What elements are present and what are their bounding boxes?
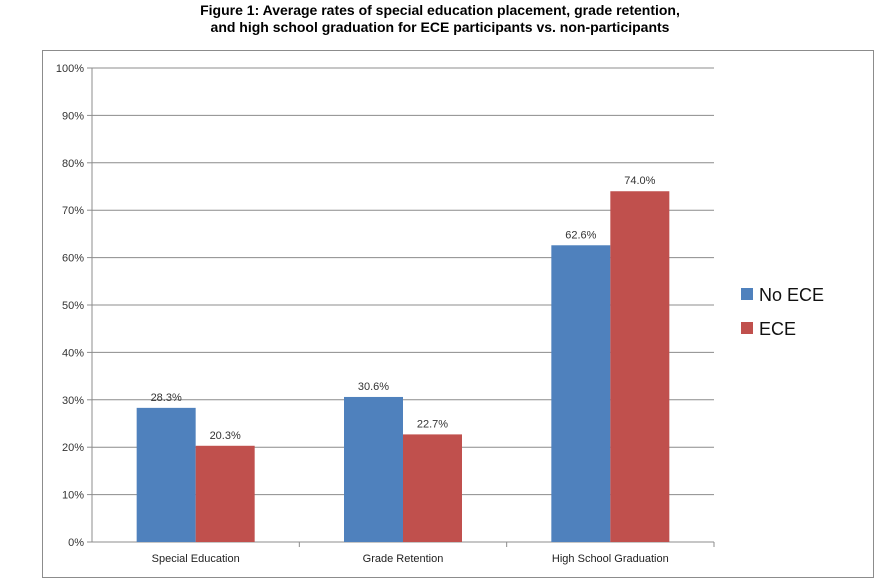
y-tick-label: 100%: [56, 63, 84, 75]
y-tick-label: 40%: [62, 347, 84, 359]
chart-title: Figure 1: Average rates of special educa…: [0, 2, 880, 36]
data-label: 30.6%: [358, 381, 389, 393]
data-label: 28.3%: [151, 392, 182, 404]
y-tick-label: 70%: [62, 205, 84, 217]
bar: [344, 396, 403, 542]
y-tick-label: 60%: [62, 253, 84, 265]
y-axis-ticks: 0% 10% 20% 30% 40% 50% 60% 70% 80% 90% 100%: [56, 63, 84, 549]
y-tick-label: 0%: [68, 537, 84, 549]
chart-title-line-1: Figure 1: Average rates of special educa…: [200, 2, 680, 18]
data-labels: 28.3% 20.3% 30.6% 22.7% 62.6% 74.0%: [151, 175, 656, 442]
y-tick-label: 30%: [62, 395, 84, 407]
bars: [136, 191, 670, 543]
y-tick-label: 50%: [62, 300, 84, 312]
data-label: 20.3%: [210, 430, 241, 442]
y-tick-label: 90%: [62, 110, 84, 122]
legend-swatch: [741, 288, 753, 300]
legend: No ECE ECE: [741, 285, 824, 339]
bar: [551, 245, 611, 542]
legend-label: ECE: [759, 319, 796, 339]
y-tick-label: 10%: [62, 490, 84, 502]
x-axis-categories: Special Education Grade Retention High Sch…: [152, 553, 669, 565]
bar: [403, 434, 462, 542]
legend-label: No ECE: [759, 285, 824, 305]
bar: [610, 191, 670, 543]
data-label: 74.0%: [624, 175, 655, 187]
data-label: 62.6%: [565, 229, 596, 241]
bar: [136, 407, 196, 542]
x-category-label: High School Graduation: [552, 553, 669, 565]
x-category-label: Grade Retention: [363, 553, 444, 565]
y-tick-label: 20%: [62, 442, 84, 454]
legend-swatch: [741, 322, 753, 334]
bar: [195, 445, 255, 542]
chart-frame: [42, 50, 874, 578]
data-label: 22.7%: [417, 418, 448, 430]
x-category-label: Special Education: [152, 553, 240, 565]
chart-title-line-2: and high school graduation for ECE parti…: [210, 19, 670, 35]
y-tick-label: 80%: [62, 158, 84, 170]
